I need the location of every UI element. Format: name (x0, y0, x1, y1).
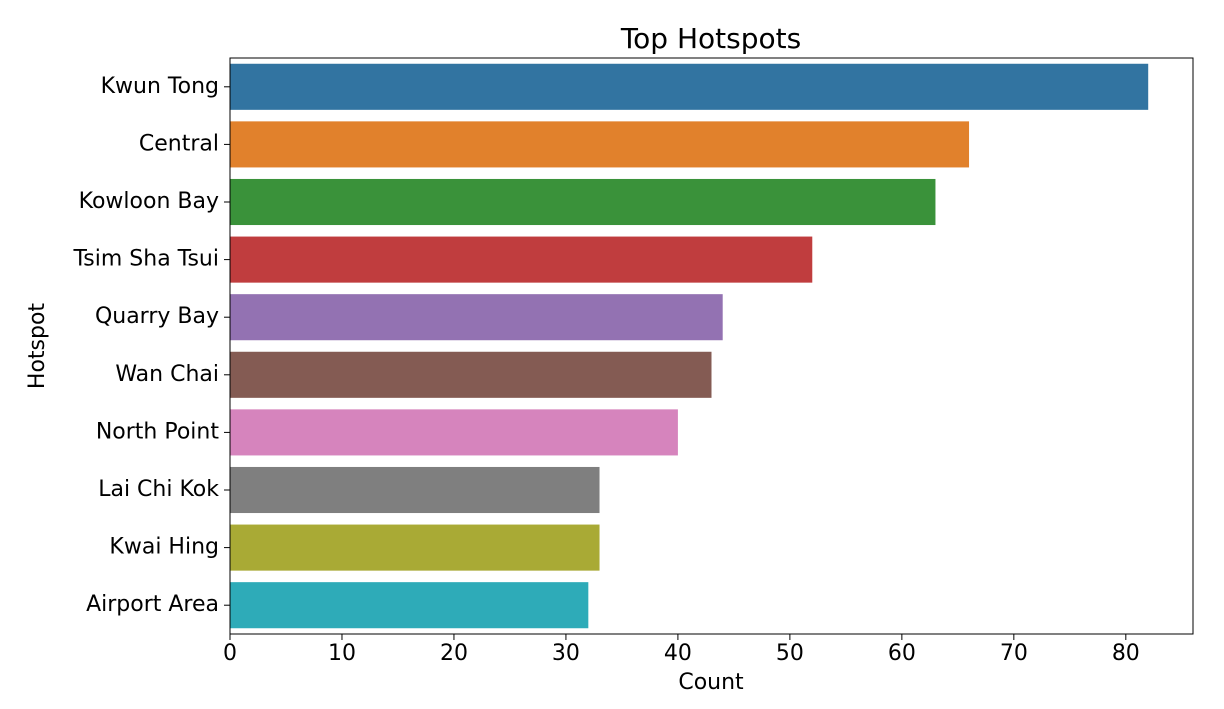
x-tick-label: 40 (664, 641, 692, 666)
x-tick-label: 10 (328, 641, 356, 666)
bar (230, 178, 936, 226)
x-tick-label: 20 (440, 641, 468, 666)
y-tick-label: Kowloon Bay (79, 189, 219, 214)
y-tick-label: Quarry Bay (95, 304, 219, 329)
y-tick-label: Lai Chi Kok (98, 477, 219, 502)
bar (230, 63, 1149, 110)
bar (230, 466, 600, 514)
y-tick-label: Wan Chai (115, 362, 219, 387)
x-tick-label: 60 (888, 641, 916, 666)
y-tick-label: Tsim Sha Tsui (73, 247, 220, 272)
y-tick-label: North Point (96, 419, 220, 444)
bar (230, 524, 600, 571)
y-tick-label: Central (139, 131, 219, 156)
x-tick-label: 50 (776, 641, 804, 666)
bar (230, 294, 723, 341)
bar (230, 236, 813, 283)
x-axis-label: Count (678, 670, 744, 695)
y-tick-label: Kwun Tong (101, 74, 219, 99)
x-tick-label: 30 (552, 641, 580, 666)
y-tick-label: Airport Area (86, 592, 219, 617)
chart-title: Top Hotspots (620, 22, 801, 55)
bar (230, 121, 970, 168)
x-tick-label: 0 (223, 641, 237, 666)
x-tick-label: 70 (1000, 641, 1028, 666)
bar (230, 351, 712, 398)
bar (230, 409, 678, 456)
y-axis-label: Hotspot (25, 303, 50, 390)
bar (230, 582, 589, 629)
y-tick-label: Kwai Hing (109, 535, 219, 560)
plot-frame (229, 57, 1194, 635)
x-tick-label: 80 (1112, 641, 1140, 666)
